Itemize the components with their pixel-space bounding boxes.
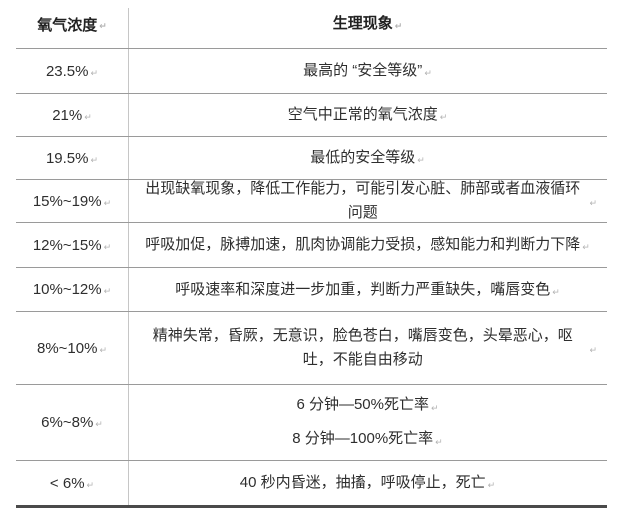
paragraph-mark-icon: ↵: [431, 403, 439, 414]
concentration-value: 23.5%: [45, 62, 89, 80]
concentration-value: < 6%: [49, 474, 85, 492]
phenomenon-cell: 最低的安全等级 ↵: [128, 137, 607, 179]
paragraph-mark-icon: ↵: [95, 419, 103, 429]
paragraph-mark-icon: ↵: [103, 241, 112, 252]
phenomenon-text: 精神失常，昏厥，无意识，脸色苍白，嘴唇变色，头晕恶心，呕吐，不能自由移动: [152, 327, 573, 368]
paragraph-mark-icon: ↵: [424, 68, 432, 78]
table-bottom-border: [16, 505, 607, 508]
oxygen-concentration-table: 氧气浓度 ↵ 生理现象 ↵ 23.5% ↵ 最高的 “安全等级” ↵ 21% ↵ 空气中正…: [16, 0, 607, 508]
table-row: < 6% ↵ 40 秒内昏迷，抽搐，呼吸停止，死亡 ↵: [16, 461, 607, 505]
phenomenon-cell: 空气中正常的氧气浓度 ↵: [128, 94, 607, 136]
phenomenon-text: 空气中正常的氧气浓度: [287, 106, 438, 123]
phenomenon-cell: 呼吸速率和深度进一步加重，判断力严重缺失，嘴唇变色 ↵: [128, 268, 607, 311]
table-row: 19.5% ↵ 最低的安全等级 ↵: [16, 137, 607, 180]
table-row: 6%~8% ↵ 6 分钟—50%死亡率 ↵ 8 分钟—100%死亡率 ↵: [16, 385, 607, 461]
column-header-phenomenon: 生理现象 ↵: [128, 0, 607, 48]
phenomenon-line: 6 分钟—50%死亡率 ↵: [296, 393, 438, 418]
paragraph-mark-icon: ↵: [90, 154, 99, 165]
paragraph-mark-icon: ↵: [394, 21, 403, 31]
concentration-cell: 12%~15% ↵: [16, 223, 128, 267]
table-row: 15%~19% ↵ 出现缺氧现象，降低工作能力，可能引发心脏、肺部或者血液循环问题…: [16, 180, 607, 223]
phenomenon-text: 最高的 “安全等级”: [303, 62, 423, 79]
paragraph-mark-icon: ↵: [487, 480, 496, 490]
phenomenon-text: 出现缺氧现象，降低工作能力，可能引发心脏、肺部或者血液循环问题: [145, 180, 581, 221]
paragraph-mark-icon: ↵: [99, 344, 107, 355]
paragraph-mark-icon: ↵: [90, 67, 99, 78]
paragraph-mark-icon: ↵: [435, 436, 443, 447]
paragraph-mark-icon: ↵: [589, 345, 597, 355]
paragraph-mark-icon: ↵: [439, 112, 448, 122]
concentration-value: 10%~12%: [32, 281, 102, 298]
paragraph-mark-icon: ↵: [582, 242, 590, 252]
table-header-row: 氧气浓度 ↵ 生理现象 ↵: [16, 0, 607, 49]
phenomenon-cell: 出现缺氧现象，降低工作能力，可能引发心脏、肺部或者血液循环问题 ↵: [128, 180, 607, 222]
column-divider-line: [128, 8, 129, 505]
concentration-cell: < 6% ↵: [16, 461, 128, 505]
concentration-cell: 21% ↵: [16, 94, 128, 136]
table-row: 23.5% ↵ 最高的 “安全等级” ↵: [16, 49, 607, 94]
column-header-concentration: 氧气浓度 ↵: [16, 0, 128, 48]
concentration-cell: 8%~10% ↵: [16, 312, 128, 384]
table-row: 12%~15% ↵ 呼吸加促，脉搏加速，肌肉协调能力受损，感知能力和判断力下降 ↵: [16, 223, 607, 268]
paragraph-mark-icon: ↵: [103, 197, 112, 208]
concentration-cell: 19.5% ↵: [16, 137, 128, 179]
concentration-cell: 23.5% ↵: [16, 49, 128, 93]
phenomenon-cell: 6 分钟—50%死亡率 ↵ 8 分钟—100%死亡率 ↵: [128, 385, 607, 460]
phenomenon-text: 6 分钟—50%死亡率: [296, 396, 429, 414]
concentration-cell: 10%~12% ↵: [16, 268, 128, 311]
column-header-phenomenon-label: 生理现象: [332, 15, 393, 32]
paragraph-mark-icon: ↵: [552, 286, 560, 297]
phenomenon-text: 最低的安全等级: [310, 149, 416, 166]
phenomenon-text: 8 分钟—100%死亡率: [292, 429, 434, 447]
phenomenon-cell: 40 秒内昏迷，抽搐，呼吸停止，死亡 ↵: [128, 461, 607, 505]
concentration-value: 6%~8%: [41, 414, 94, 431]
concentration-value: 15%~19%: [32, 192, 102, 210]
phenomenon-cell: 最高的 “安全等级” ↵: [128, 49, 607, 93]
concentration-value: 21%: [52, 106, 83, 124]
paragraph-mark-icon: ↵: [103, 286, 112, 296]
phenomenon-cell: 精神失常，昏厥，无意识，脸色苍白，嘴唇变色，头晕恶心，呕吐，不能自由移动 ↵: [128, 312, 607, 384]
concentration-cell: 15%~19% ↵: [16, 180, 128, 222]
concentration-value: 8%~10%: [36, 339, 98, 357]
concentration-value: 19.5%: [45, 149, 89, 167]
column-header-concentration-label: 氧气浓度: [37, 16, 98, 34]
phenomenon-text: 呼吸速率和深度进一步加重，判断力严重缺失，嘴唇变色: [175, 280, 551, 298]
concentration-value: 12%~15%: [32, 236, 102, 254]
paragraph-mark-icon: ↵: [84, 111, 92, 122]
concentration-cell: 6%~8% ↵: [16, 385, 128, 460]
phenomenon-cell: 呼吸加促，脉搏加速，肌肉协调能力受损，感知能力和判断力下降 ↵: [128, 223, 607, 267]
paragraph-mark-icon: ↵: [417, 155, 425, 165]
paragraph-mark-icon: ↵: [99, 20, 107, 31]
paragraph-mark-icon: ↵: [589, 198, 597, 208]
paragraph-mark-icon: ↵: [86, 479, 95, 490]
phenomenon-line: 8 分钟—100%死亡率 ↵: [292, 427, 442, 452]
table-row: 10%~12% ↵ 呼吸速率和深度进一步加重，判断力严重缺失，嘴唇变色 ↵: [16, 268, 607, 312]
phenomenon-text: 呼吸加促，脉搏加速，肌肉协调能力受损，感知能力和判断力下降: [145, 236, 581, 253]
table-row: 21% ↵ 空气中正常的氧气浓度 ↵: [16, 94, 607, 137]
phenomenon-text: 40 秒内昏迷，抽搐，呼吸停止，死亡: [239, 474, 486, 491]
table-row: 8%~10% ↵ 精神失常，昏厥，无意识，脸色苍白，嘴唇变色，头晕恶心，呕吐，不能…: [16, 312, 607, 385]
